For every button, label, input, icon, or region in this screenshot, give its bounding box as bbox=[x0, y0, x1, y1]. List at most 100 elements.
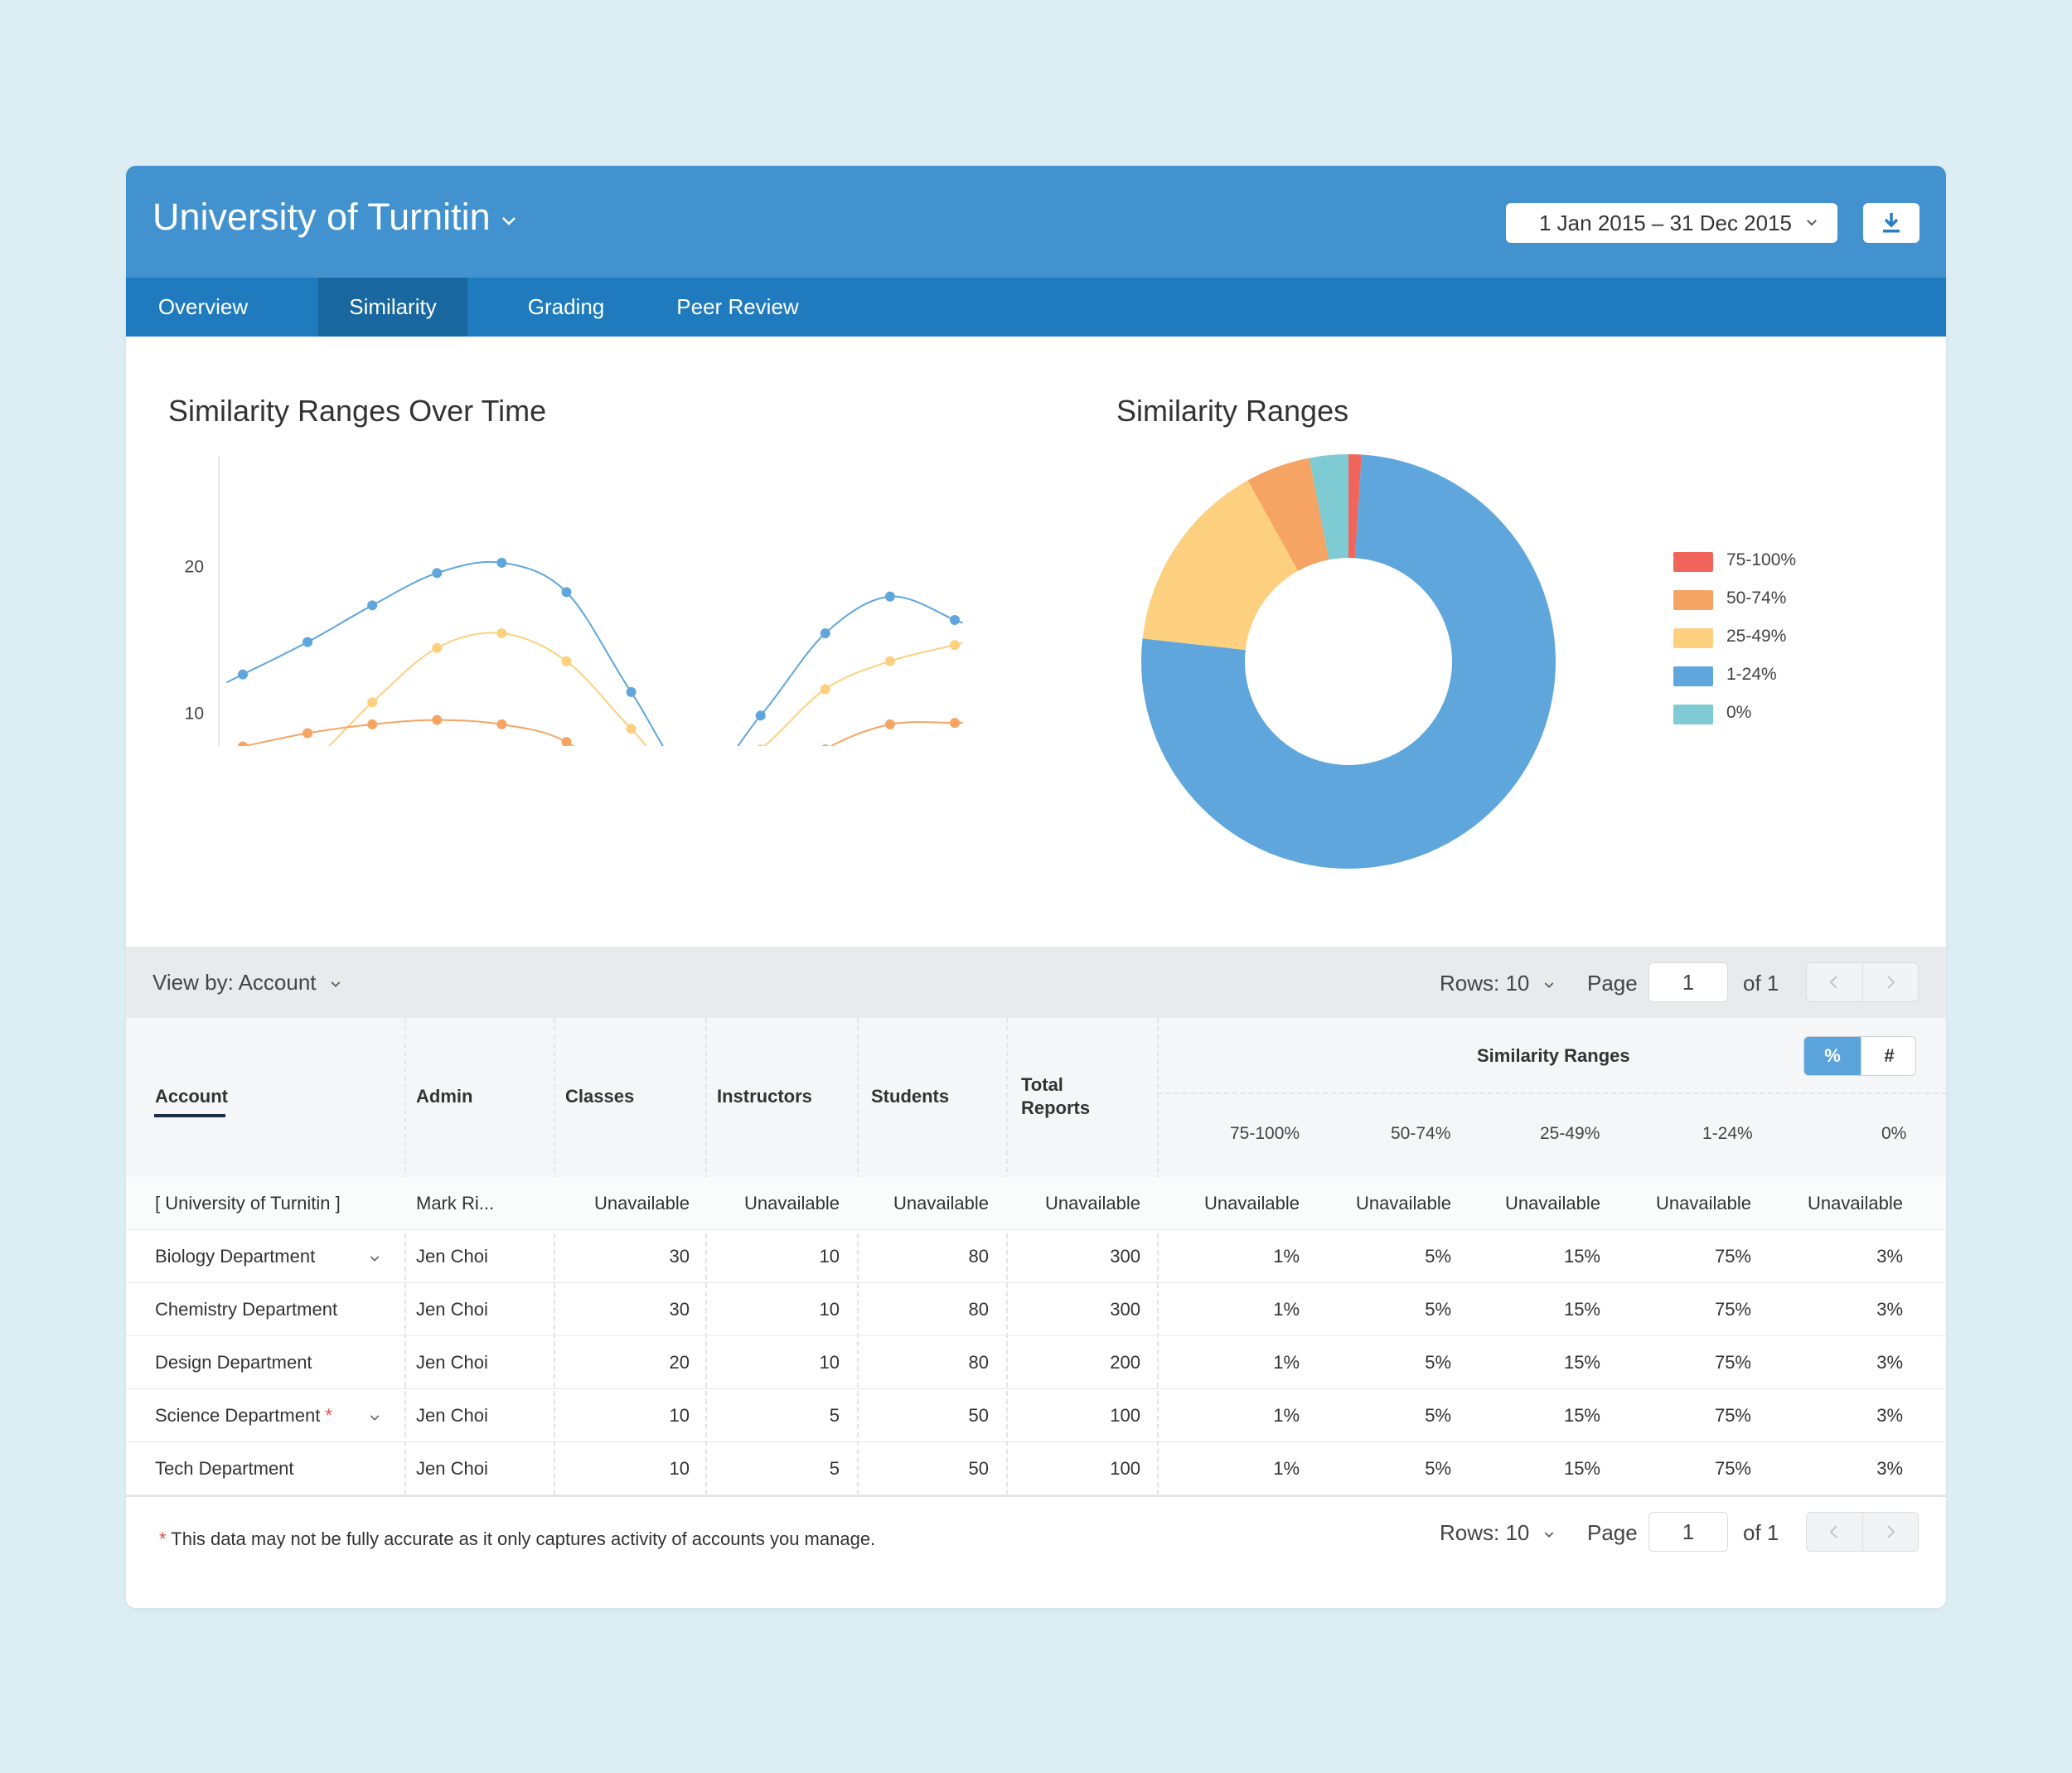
page-count: of 1 bbox=[1743, 971, 1779, 995]
pagination-bottom: Rows: 10 Page 1 of 1 bbox=[1440, 1512, 1920, 1552]
donut-chart bbox=[1141, 454, 1556, 869]
donut-slice[interactable] bbox=[1309, 454, 1348, 560]
data-point[interactable] bbox=[950, 640, 960, 651]
data-point[interactable] bbox=[561, 737, 572, 746]
legend-swatch bbox=[1673, 705, 1713, 724]
data-point[interactable] bbox=[238, 669, 248, 680]
cell-r4: 75% bbox=[1714, 1405, 1751, 1426]
view-by-dropdown[interactable]: View by: Account bbox=[152, 970, 342, 995]
chevron-left-icon[interactable] bbox=[1827, 1524, 1842, 1539]
cell-r1: 1% bbox=[1273, 1299, 1300, 1320]
line-chart: 1020JanFebMarAprMayJunJulAugSepOctNovDec bbox=[185, 456, 963, 747]
column-header-total-reports[interactable]: Total Reports bbox=[1021, 1073, 1090, 1120]
data-point[interactable] bbox=[950, 718, 960, 729]
column-header-instructors[interactable]: Instructors bbox=[717, 1086, 812, 1107]
download-button[interactable] bbox=[1863, 203, 1920, 243]
range-header-75-100: 75-100% bbox=[1230, 1124, 1300, 1143]
org-title[interactable]: University of Turnitin bbox=[152, 196, 491, 238]
dashboard-card: University of Turnitin 1 Jan 2015 – 31 D… bbox=[126, 166, 1946, 1608]
data-point[interactable] bbox=[820, 684, 830, 695]
table-row[interactable]: Tech Department Jen Choi 10 5 50 100 1% 5% 15% 75… bbox=[126, 1442, 1946, 1495]
table-header bbox=[126, 1018, 1946, 1177]
series-line bbox=[226, 560, 963, 746]
data-point[interactable] bbox=[626, 686, 637, 697]
chevron-left-icon[interactable] bbox=[1827, 975, 1842, 990]
rows-per-page-dropdown[interactable]: Rows: 10 bbox=[1440, 1520, 1556, 1546]
header-bar: University of Turnitin 1 Jan 2015 – 31 D… bbox=[126, 166, 1946, 278]
data-point[interactable] bbox=[821, 744, 830, 746]
cell-instructors: 5 bbox=[829, 1405, 840, 1426]
data-point[interactable] bbox=[884, 656, 895, 666]
table-row[interactable]: Chemistry Department Jen Choi 30 10 80 300 1% 5… bbox=[126, 1283, 1946, 1336]
account-name[interactable]: Design Department bbox=[155, 1352, 312, 1373]
chevron-right-icon[interactable] bbox=[1883, 1524, 1898, 1539]
rows-per-page-dropdown[interactable]: Rows: 10 bbox=[1440, 971, 1556, 996]
line-chart-title: Similarity Ranges Over Time bbox=[168, 394, 547, 428]
cell-students: 50 bbox=[968, 1405, 989, 1426]
data-point[interactable] bbox=[755, 710, 766, 721]
chevron-right-icon[interactable] bbox=[1883, 975, 1898, 990]
tab-peer-review[interactable]: Peer Review bbox=[676, 294, 799, 319]
tab-similarity[interactable]: Similarity bbox=[318, 278, 467, 337]
tab-grading[interactable]: Grading bbox=[527, 294, 605, 319]
data-point[interactable] bbox=[561, 587, 572, 598]
data-point[interactable] bbox=[561, 656, 572, 666]
page-count: of 1 bbox=[1743, 1520, 1779, 1545]
data-point[interactable] bbox=[303, 637, 313, 647]
table-row[interactable]: Science Department * Jen Choi 10 5 50 100 1% 5% 1… bbox=[126, 1389, 1946, 1442]
account-name[interactable]: [ University of Turnitin ] bbox=[155, 1193, 341, 1213]
data-point[interactable] bbox=[496, 628, 507, 638]
count-toggle-button[interactable]: # bbox=[1861, 1037, 1915, 1075]
tab-overview[interactable]: Overview bbox=[157, 294, 249, 319]
column-divider bbox=[554, 1018, 555, 1495]
account-name[interactable]: Chemistry Department bbox=[155, 1299, 338, 1320]
percent-toggle-button[interactable]: % bbox=[1804, 1037, 1861, 1075]
data-point[interactable] bbox=[367, 600, 378, 611]
data-point[interactable] bbox=[950, 615, 960, 626]
table-row[interactable]: Design Department Jen Choi 20 10 80 200 1% 5% 15… bbox=[126, 1336, 1946, 1389]
account-name[interactable]: Science Department * bbox=[155, 1405, 332, 1426]
view-by-label: View by: Account bbox=[152, 970, 317, 995]
total-reports-line-1: Total bbox=[1021, 1074, 1063, 1095]
column-divider bbox=[1006, 1018, 1008, 1495]
page-input[interactable]: 1 bbox=[1648, 1512, 1728, 1552]
column-header-admin[interactable]: Admin bbox=[416, 1086, 473, 1107]
table-row[interactable]: Biology Department Jen Choi 30 10 80 300 1% 5% 1… bbox=[126, 1230, 1946, 1283]
data-point[interactable] bbox=[820, 628, 830, 638]
chevron-down-icon[interactable] bbox=[499, 211, 519, 230]
expand-chevron-icon[interactable] bbox=[368, 1252, 381, 1265]
column-header-classes[interactable]: Classes bbox=[565, 1086, 635, 1107]
data-point[interactable] bbox=[884, 719, 895, 729]
data-point[interactable] bbox=[432, 642, 443, 653]
column-header-students[interactable]: Students bbox=[871, 1086, 950, 1107]
cell-r3: 15% bbox=[1563, 1405, 1600, 1426]
donut-slice[interactable] bbox=[1141, 454, 1556, 869]
account-name[interactable]: Tech Department bbox=[155, 1458, 294, 1479]
account-name[interactable]: Biology Department bbox=[155, 1246, 316, 1267]
cell-admin: Jen Choi bbox=[416, 1299, 488, 1320]
data-point[interactable] bbox=[432, 715, 443, 725]
data-point[interactable] bbox=[496, 719, 507, 729]
date-range-picker[interactable]: 1 Jan 2015 – 31 Dec 2015 bbox=[1506, 203, 1837, 243]
legend-swatch bbox=[1673, 666, 1713, 686]
data-point[interactable] bbox=[496, 557, 507, 568]
data-point[interactable] bbox=[367, 697, 378, 708]
column-divider bbox=[1157, 1018, 1159, 1495]
cell-r4: 75% bbox=[1714, 1246, 1751, 1267]
donut-slice[interactable] bbox=[1247, 458, 1329, 571]
donut-slice[interactable] bbox=[1142, 480, 1299, 651]
data-point[interactable] bbox=[626, 724, 637, 734]
column-header-account[interactable]: Account bbox=[155, 1086, 228, 1107]
data-point[interactable] bbox=[367, 719, 378, 729]
data-point[interactable] bbox=[303, 728, 313, 739]
donut-slice[interactable] bbox=[1348, 454, 1362, 559]
cell-r4: 75% bbox=[1714, 1458, 1751, 1479]
expand-chevron-icon[interactable] bbox=[368, 1411, 381, 1424]
data-point[interactable] bbox=[238, 741, 248, 747]
data-point[interactable] bbox=[756, 744, 766, 746]
table-row[interactable]: [ University of Turnitin ] Mark Ri... Unav… bbox=[126, 1177, 1946, 1230]
page-input[interactable]: 1 bbox=[1648, 962, 1728, 1002]
data-point[interactable] bbox=[884, 591, 895, 602]
data-point[interactable] bbox=[432, 568, 443, 579]
cell-r2: 5% bbox=[1425, 1458, 1451, 1479]
